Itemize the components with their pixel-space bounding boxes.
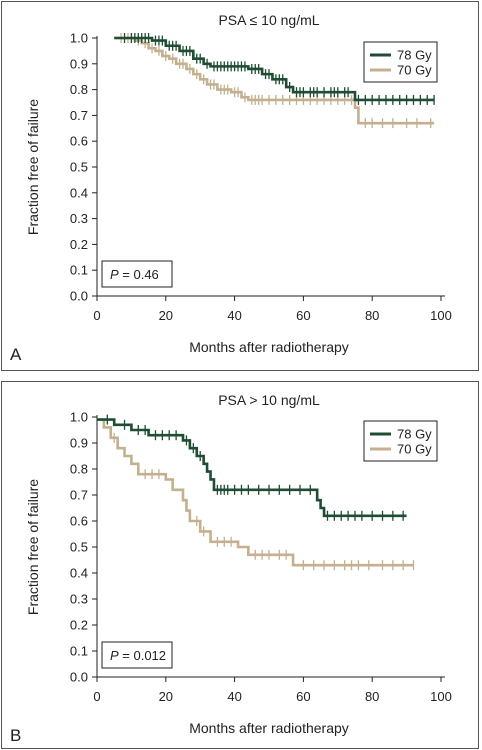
panel-a-pvalue-text: P = 0.46: [110, 267, 159, 282]
panel-b-pvalue-text: P = 0.012: [110, 648, 166, 663]
panel-a-y-tick-label: 0.7: [70, 108, 88, 123]
panel-b-series-78-gy-line: [97, 418, 407, 518]
panel-b-legend-label: 78 Gy: [397, 427, 432, 442]
panel-b-x-tick-label: 40: [227, 689, 241, 704]
panel-a-x-tick-label: 60: [296, 308, 310, 323]
panel-b-y-tick-label: 0.8: [70, 462, 88, 477]
panel-b-x-tick-label: 20: [159, 689, 173, 704]
panel-b-y-tick-label: 0.6: [70, 514, 88, 529]
panel-a-y-tick-label: 0.6: [70, 134, 88, 149]
panel-b-y-tick-label: 0.7: [70, 488, 88, 503]
panel-a-y-tick-label: 0.4: [70, 185, 88, 200]
panel-a-x-tick-label: 80: [365, 308, 379, 323]
panel-a-y-tick-label: 0.8: [70, 82, 88, 97]
panel-a-x-tick-label: 20: [159, 308, 173, 323]
panel-a-y-tick-label: 1.0: [70, 31, 88, 46]
panel-a-x-axis-label: Months after radiotherapy: [189, 339, 349, 355]
panel-a-y-axis-label: Fraction free of failure: [25, 99, 41, 235]
panel-b-x-axis-label: Months after radiotherapy: [189, 720, 349, 736]
panel-a-pvalue-label: P: [110, 267, 119, 282]
panel-b-legend-box: [363, 420, 438, 462]
panel-b-x-tick-label: 80: [365, 689, 379, 704]
panel-b-y-tick-label: 0.4: [70, 566, 88, 581]
panel-b-y-tick-label: 0.9: [70, 436, 88, 451]
panel-a-title: PSA ≤ 10 ng/mL: [218, 12, 319, 28]
panel-b-pvalue-label: P: [110, 648, 119, 663]
panel-a-series-70-gy-line: [114, 36, 435, 125]
panel-b-y-tick-label: 0.0: [70, 670, 88, 685]
panel-a-y-tick-label: 0.3: [70, 211, 88, 226]
panel-b-y-tick-label: 0.5: [70, 540, 88, 555]
panel-a-legend-label: 70 Gy: [397, 63, 432, 78]
panel-a-series-78-gy-line: [114, 36, 435, 102]
panel-a-y-tick-label: 0.9: [70, 56, 88, 71]
panel-b-letter: B: [10, 726, 21, 745]
panel-b-y-axis-label: Fraction free of failure: [25, 479, 41, 615]
panel-b-title: PSA > 10 ng/mL: [218, 392, 320, 408]
panel-a-pvalue-value: = 0.46: [119, 267, 159, 282]
panel-a-y-tick-label: 0.5: [70, 160, 88, 175]
panel-a-letter: A: [10, 345, 22, 364]
panel-a-y-tick-label: 0.1: [70, 263, 88, 278]
panel-b-pvalue-box: [101, 641, 173, 669]
panel-a-pvalue-box: [101, 260, 173, 288]
panel-a-x-tick-label: 0: [93, 308, 100, 323]
panel-a-legend-box: [363, 41, 438, 83]
panel-b-x-tick-label: 0: [93, 689, 100, 704]
panel-a-x-tick-label: 100: [430, 308, 452, 323]
panel-a-x-tick-label: 40: [227, 308, 241, 323]
panel-b-legend-label: 70 Gy: [397, 442, 432, 457]
panel-a-legend-label: 78 Gy: [397, 48, 432, 63]
panel-a-y-tick-label: 0.2: [70, 237, 88, 252]
panel-b-y-tick-label: 1.0: [70, 410, 88, 425]
panel-b-y-tick-label: 0.3: [70, 592, 88, 607]
panel-b-y-tick-label: 0.1: [70, 644, 88, 659]
panel-b-pvalue-value: = 0.012: [119, 648, 166, 663]
panel-b-x-tick-label: 60: [296, 689, 310, 704]
panel-b-x-tick-label: 100: [430, 689, 452, 704]
panel-b-series-70-gy-line: [97, 418, 414, 567]
panel-a-y-tick-label: 0.0: [70, 289, 88, 304]
panel-b-y-tick-label: 0.2: [70, 618, 88, 633]
